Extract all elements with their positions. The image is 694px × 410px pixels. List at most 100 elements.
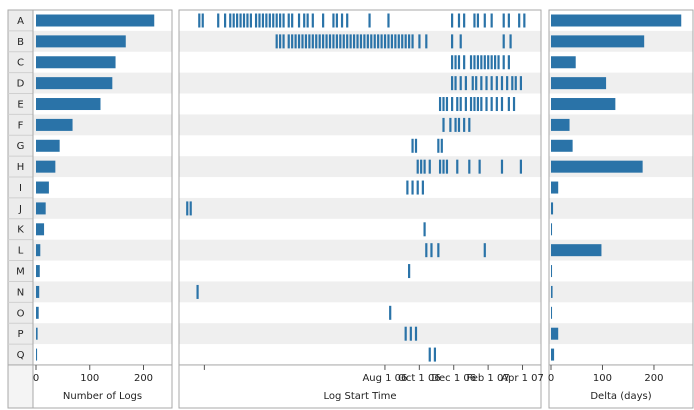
event-mark-d (454, 76, 457, 91)
event-mark-g (414, 138, 418, 153)
bar-l (551, 244, 602, 257)
event-mark-c (497, 55, 500, 70)
event-mark-a (387, 13, 390, 28)
event-mark-a (306, 13, 309, 28)
event-mark-b (373, 34, 376, 49)
bar-b (551, 35, 645, 48)
row-label-o: O (17, 308, 25, 319)
x-tick-label: Oct 1 06 (398, 373, 441, 384)
row-label-l: L (18, 246, 24, 257)
event-mark-b (411, 34, 414, 49)
event-mark-g (440, 138, 443, 153)
event-mark-b (282, 34, 285, 49)
bar-i (36, 181, 49, 194)
event-mark-e (464, 97, 467, 112)
event-mark-b (383, 34, 387, 49)
event-mark-c (454, 55, 457, 70)
event-mark-c (480, 55, 483, 70)
x-tick-label: 100 (593, 373, 612, 384)
event-mark-b (509, 34, 512, 49)
event-mark-k (423, 222, 426, 237)
x-tick-label: Dec 1 06 (431, 373, 476, 384)
event-mark-b (418, 34, 421, 49)
panel-background (33, 10, 172, 365)
event-mark-h (519, 159, 523, 174)
row-stripe (33, 197, 172, 219)
bar-a (551, 14, 682, 27)
panel-background (179, 10, 541, 365)
axis-area-frame (178, 364, 542, 409)
event-mark-a (223, 13, 227, 28)
row-stripe (179, 197, 541, 219)
event-mark-g (411, 138, 414, 153)
event-mark-d (464, 76, 467, 91)
event-mark-a (473, 13, 476, 28)
bar-f (36, 118, 73, 131)
row-label-m: M (16, 267, 25, 278)
event-mark-d (451, 76, 454, 91)
bar-g (551, 139, 573, 152)
event-mark-d (500, 76, 504, 91)
event-mark-b (304, 34, 308, 49)
event-mark-a (261, 13, 265, 28)
panel-background (549, 10, 693, 365)
bar-c (36, 56, 116, 69)
event-mark-a (246, 13, 249, 28)
bar-p (36, 327, 38, 340)
bar-o (551, 306, 553, 319)
event-mark-d (480, 76, 483, 91)
event-mark-c (507, 55, 510, 70)
event-mark-e (480, 97, 483, 112)
x-tick-label: 0 (548, 373, 554, 384)
row-stripe (549, 114, 693, 136)
bar-e (551, 98, 616, 111)
event-mark-h (456, 159, 459, 174)
event-mark-l (430, 243, 433, 258)
event-mark-a (463, 13, 466, 28)
x-tick-label: 100 (80, 373, 99, 384)
event-mark-b (425, 34, 428, 49)
event-mark-e (451, 97, 454, 112)
row-label-h: H (17, 162, 25, 173)
event-mark-a (198, 13, 201, 28)
row-header-column (7, 9, 34, 366)
x-tick-label: Feb 1 07 (467, 373, 510, 384)
x-tick-label: Apr 1 07 (501, 373, 544, 384)
row-label-n: N (17, 287, 24, 298)
event-mark-d (519, 76, 523, 91)
axis-area-frame (548, 364, 694, 409)
event-mark-c (476, 55, 480, 70)
event-mark-h (428, 159, 431, 174)
event-mark-d (490, 76, 493, 91)
row-stripe (33, 239, 172, 261)
event-mark-f (449, 117, 452, 132)
event-mark-h (478, 159, 481, 174)
event-mark-f (442, 117, 445, 132)
x-tick-label: Aug 1 06 (362, 373, 407, 384)
event-mark-a (368, 13, 371, 28)
event-mark-h (423, 159, 426, 174)
event-mark-a (201, 13, 204, 28)
bar-h (551, 160, 643, 173)
bar-n (36, 285, 40, 298)
event-mark-d (511, 76, 514, 91)
bar-l (36, 244, 41, 257)
row-label-i: I (19, 183, 22, 194)
event-mark-a (275, 13, 278, 28)
bar-a (36, 14, 155, 27)
event-mark-b (291, 34, 294, 49)
event-mark-b (332, 34, 335, 49)
event-mark-a (502, 13, 505, 28)
row-stripe (549, 323, 693, 345)
event-mark-e (495, 97, 498, 112)
event-mark-b (359, 34, 363, 49)
axis-area-frame (32, 364, 173, 409)
event-mark-d (475, 76, 478, 91)
row-label-p: P (17, 329, 23, 340)
event-mark-b (377, 34, 380, 49)
x-axis-title: Log Start Time (323, 391, 396, 402)
event-mark-b (301, 34, 304, 49)
event-mark-a (332, 13, 335, 28)
event-mark-e (490, 97, 493, 112)
event-mark-b (346, 34, 349, 49)
